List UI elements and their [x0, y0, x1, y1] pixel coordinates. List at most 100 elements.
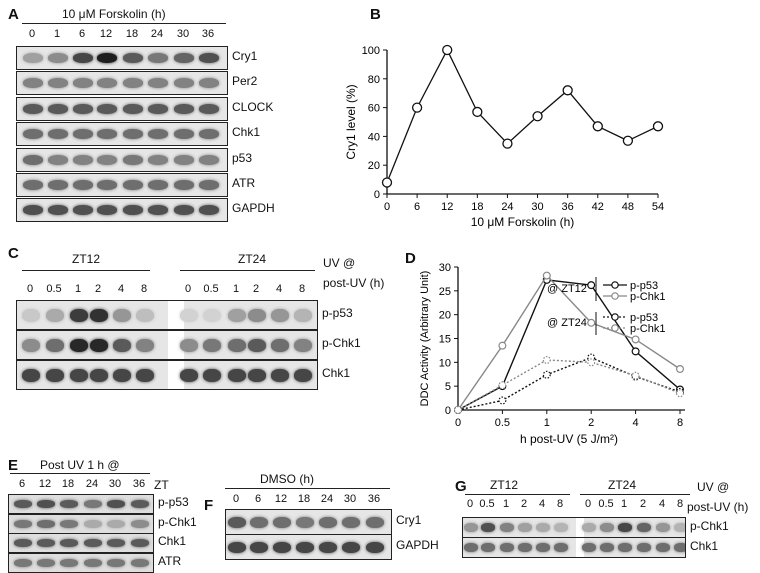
- blot-band: [294, 368, 312, 382]
- blot-band: [273, 516, 291, 528]
- blot-band: [70, 308, 88, 322]
- blot-band: [48, 53, 68, 63]
- blot-band: [113, 338, 131, 352]
- blot-band: [366, 516, 384, 528]
- y-tick-label: 30: [439, 262, 451, 274]
- y-tick-label: 40: [368, 131, 380, 143]
- blot-band: [228, 541, 246, 553]
- blot-band: [14, 500, 32, 508]
- panelF-lane-label: 18: [297, 493, 311, 505]
- blot-band: [73, 53, 93, 63]
- data-point: [631, 335, 640, 344]
- blot-band: [203, 368, 221, 382]
- blot-band: [14, 539, 32, 548]
- y-tick-label: 10: [439, 357, 451, 369]
- blot-p-chk1: [462, 517, 686, 538]
- blot-label: p-Chk1: [690, 518, 729, 533]
- blot-band: [342, 541, 360, 553]
- data-point: [587, 358, 596, 367]
- blot-gapdh: [225, 534, 392, 560]
- panelC-lane-label: 0: [26, 283, 34, 295]
- blot-band: [23, 205, 43, 216]
- blot-clock: [16, 96, 228, 121]
- data-point: [652, 121, 664, 132]
- blot-band: [500, 523, 514, 532]
- blot-band: [22, 368, 40, 382]
- panel-a-bracket: [22, 23, 226, 24]
- panelA-lane-label: 30: [176, 28, 190, 40]
- blot-label: Cry1: [396, 513, 422, 527]
- blot-band: [37, 500, 55, 508]
- blot-band: [319, 516, 337, 528]
- panel-g-bracket-2: [580, 494, 690, 495]
- blot-cry1: [225, 509, 392, 535]
- x-tick-label: 42: [592, 201, 604, 213]
- blot-band: [199, 78, 219, 89]
- blot-band: [174, 103, 194, 114]
- blot-label: p53: [232, 150, 253, 165]
- panelE-lane-label: 18: [61, 478, 75, 490]
- blot-p-p53: [8, 494, 154, 514]
- panelG-lane-label: 2: [639, 498, 647, 510]
- legend-label: p-p53: [630, 312, 658, 324]
- blot-atr: [16, 173, 228, 197]
- blot-band: [199, 103, 219, 114]
- blot-label: Per2: [232, 74, 258, 89]
- panel-c-uv-label: UV @: [323, 256, 356, 270]
- data-point: [453, 406, 462, 415]
- panelC-lane-label: 8: [140, 283, 148, 295]
- blot-label: Chk1: [158, 534, 187, 549]
- panel-d-chart: 0 5 10 15 20 25 30 0 0.5 1 2 4 8 h post-UV (5 J/m²) DD…: [419, 262, 685, 446]
- blot-band: [84, 519, 102, 528]
- panelA-lane-label: 0: [28, 28, 36, 40]
- blot-band: [131, 500, 149, 508]
- x-tick-label: 0.5: [495, 417, 510, 429]
- blot-chk1: [462, 537, 686, 558]
- blot-band: [248, 338, 266, 352]
- blot-band: [123, 78, 143, 89]
- panelF-lane-label: 0: [232, 493, 240, 505]
- panelC-lane-label: 2: [94, 283, 102, 295]
- panelG-lane-label: 8: [676, 498, 684, 510]
- panel-f-title: DMSO (h): [260, 472, 314, 486]
- blot-band: [174, 53, 194, 63]
- blot-band: [271, 308, 289, 322]
- blot-band: [107, 500, 125, 508]
- blot-band: [97, 180, 117, 190]
- legend-label: p-p53: [630, 280, 658, 292]
- blot-band: [70, 338, 88, 352]
- x-axis-label: h post-UV (5 J/m²): [520, 432, 618, 446]
- blot-band: [464, 543, 478, 552]
- data-point: [411, 102, 423, 113]
- panel-b-chart: 0 20 40 60 80 100 0 6 12 18 24 30 36 42 48 54 10 μM Fors…: [344, 44, 664, 229]
- blot-cry1: [16, 46, 228, 70]
- blot-band: [203, 308, 221, 322]
- blot-band: [107, 558, 125, 567]
- panel-g-letter: G: [455, 478, 467, 495]
- y-axis-label: DDC Activity (Arbitrary Unit): [419, 271, 431, 407]
- legend-group-label: @ ZT24: [547, 317, 587, 329]
- data-point: [542, 271, 551, 280]
- x-tick-label: 4: [633, 417, 639, 429]
- panel-f-letter: F: [204, 497, 214, 514]
- panel-c-postuv-label: post-UV (h): [323, 276, 385, 290]
- blot-band: [250, 541, 268, 553]
- panelF-lane-label: 12: [274, 493, 288, 505]
- blot-label: p-p53: [322, 306, 353, 320]
- x-tick-label: 0: [384, 201, 390, 213]
- blot-band: [136, 338, 154, 352]
- panel-c-bracket-2: [180, 270, 315, 271]
- blot-band: [46, 308, 64, 322]
- panelE-lane-label: 36: [132, 478, 146, 490]
- data-point: [676, 365, 685, 374]
- blot-band: [481, 543, 495, 552]
- blot-band: [97, 53, 117, 63]
- data-point: [502, 138, 513, 149]
- blot-band: [273, 541, 291, 553]
- blot-band: [48, 205, 68, 216]
- blot-band: [674, 543, 685, 552]
- panel-g-uv-label: UV @: [697, 480, 730, 494]
- blot-band: [618, 523, 632, 532]
- panel-f-bracket: [225, 488, 390, 489]
- blot-band: [131, 558, 149, 567]
